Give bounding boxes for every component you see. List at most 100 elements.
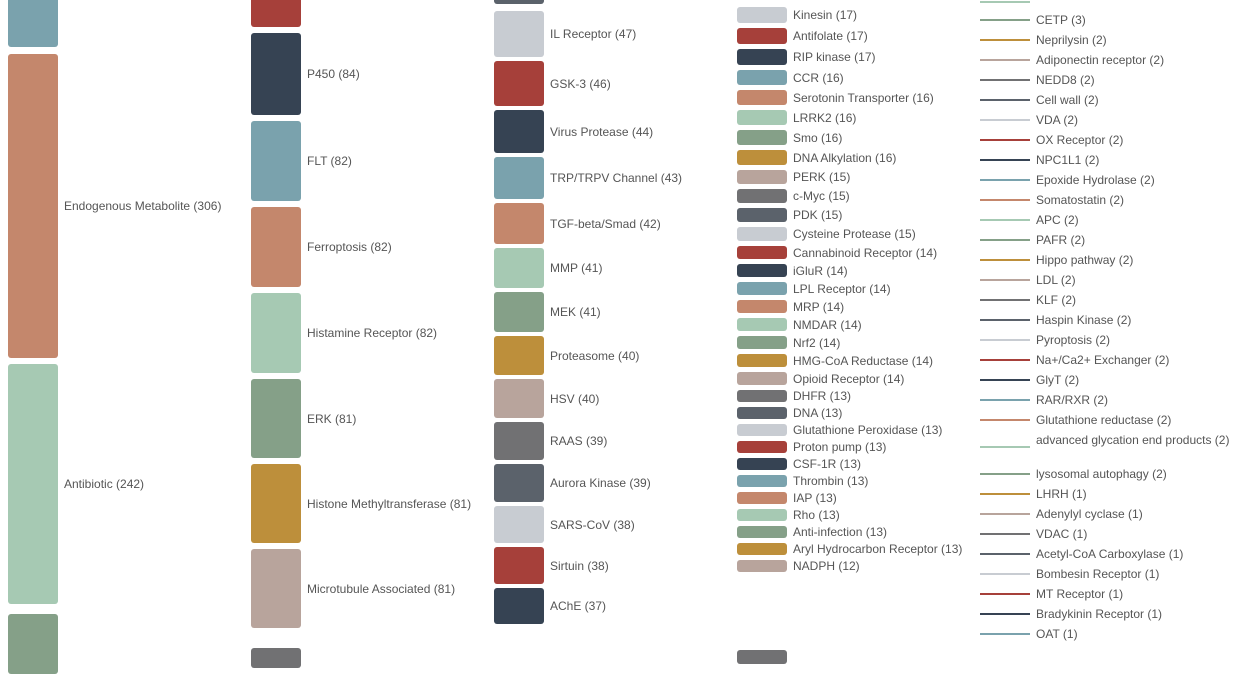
partial-block-2 bbox=[8, 614, 58, 674]
label-microtubule-associated: Microtubule Associated (81) bbox=[307, 582, 456, 596]
partial-block-5 bbox=[494, 0, 544, 4]
block-nrf2 bbox=[737, 336, 787, 349]
block-iap bbox=[737, 492, 787, 504]
block-mmp bbox=[494, 248, 544, 288]
block-csf-1r bbox=[737, 458, 787, 470]
label-hmg-coa-reductase: HMG-CoA Reductase (14) bbox=[793, 354, 934, 368]
marker-advanced-glycation-end-products bbox=[980, 446, 1030, 448]
marker-haspin-kinase bbox=[980, 319, 1030, 321]
label-npc1l1: NPC1L1 (2) bbox=[1036, 153, 1100, 167]
marker-hippo-pathway bbox=[980, 259, 1030, 261]
label-acetyl-coa-carboxylase: Acetyl-CoA Carboxylase (1) bbox=[1036, 547, 1184, 561]
label-gsk-3: GSK-3 (46) bbox=[550, 77, 611, 91]
label-proton-pump: Proton pump (13) bbox=[793, 440, 887, 454]
block-raas bbox=[494, 422, 544, 460]
block-hmg-coa-reductase bbox=[737, 354, 787, 367]
label-nadph: NADPH (12) bbox=[793, 559, 860, 573]
partial-block-3 bbox=[251, 0, 301, 27]
block-histamine-receptor bbox=[251, 293, 301, 373]
label-erk: ERK (81) bbox=[307, 412, 357, 426]
label-antibiotic: Antibiotic (242) bbox=[64, 477, 145, 491]
marker-vdac bbox=[980, 533, 1030, 535]
label-nrf2: Nrf2 (14) bbox=[793, 336, 841, 350]
block-trp-trpv-channel bbox=[494, 157, 544, 199]
label-mrp: MRP (14) bbox=[793, 300, 845, 314]
label-iap: IAP (13) bbox=[793, 491, 837, 505]
block-sirtuin bbox=[494, 547, 544, 584]
block-il-receptor bbox=[494, 11, 544, 57]
marker-lhrh bbox=[980, 493, 1030, 495]
label-pyroptosis: Pyroptosis (2) bbox=[1036, 333, 1111, 347]
block-antifolate bbox=[737, 28, 787, 44]
marker-acetyl-coa-carboxylase bbox=[980, 553, 1030, 555]
block-aurora-kinase bbox=[494, 464, 544, 502]
marker-epoxide-hydrolase bbox=[980, 179, 1030, 181]
block-gsk-3 bbox=[494, 61, 544, 106]
label-rip-kinase: RIP kinase (17) bbox=[793, 50, 876, 64]
block-glutathione-peroxidase bbox=[737, 424, 787, 436]
block-pdk bbox=[737, 208, 787, 222]
marker-rar-rxr bbox=[980, 399, 1030, 401]
block-antibiotic bbox=[8, 364, 58, 604]
label-glyt: GlyT (2) bbox=[1036, 373, 1080, 387]
label-vdac: VDAC (1) bbox=[1036, 527, 1088, 541]
label-kinesin: Kinesin (17) bbox=[793, 8, 858, 22]
label-glutathione-peroxidase: Glutathione Peroxidase (13) bbox=[793, 423, 943, 437]
block-mek bbox=[494, 292, 544, 332]
label-oat: OAT (1) bbox=[1036, 627, 1078, 641]
marker-pafr bbox=[980, 239, 1030, 241]
label-tgf-beta-smad: TGF-beta/Smad (42) bbox=[550, 217, 661, 231]
label-ferroptosis: Ferroptosis (82) bbox=[307, 240, 392, 254]
block-ccr bbox=[737, 70, 787, 85]
label-adenylyl-cyclase: Adenylyl cyclase (1) bbox=[1036, 507, 1143, 521]
label-na-ca2-exchanger: Na+/Ca2+ Exchanger (2) bbox=[1036, 353, 1170, 367]
label-nmdar: NMDAR (14) bbox=[793, 318, 862, 332]
label-cannabinoid-receptor: Cannabinoid Receptor (14) bbox=[793, 246, 938, 260]
marker-glutathione-reductase bbox=[980, 419, 1030, 421]
partial-block-6 bbox=[737, 650, 787, 664]
label-cetp: CETP (3) bbox=[1036, 13, 1086, 27]
block-proton-pump bbox=[737, 441, 787, 453]
label-epoxide-hydrolase: Epoxide Hydrolase (2) bbox=[1036, 173, 1155, 187]
block-proteasome bbox=[494, 336, 544, 375]
marker-adiponectin-receptor bbox=[980, 59, 1030, 61]
block-iglur bbox=[737, 264, 787, 277]
block-thrombin bbox=[737, 475, 787, 487]
label-lhrh: LHRH (1) bbox=[1036, 487, 1087, 501]
label-sirtuin: Sirtuin (38) bbox=[550, 559, 609, 573]
block-ache bbox=[494, 588, 544, 624]
marker-npc1l1 bbox=[980, 159, 1030, 161]
block-endogenous-metabolite bbox=[8, 54, 58, 358]
label-smo: Smo (16) bbox=[793, 131, 843, 145]
block-p450 bbox=[251, 33, 301, 115]
label-il-receptor: IL Receptor (47) bbox=[550, 27, 637, 41]
marker-nedd8 bbox=[980, 79, 1030, 81]
label-klf: KLF (2) bbox=[1036, 293, 1077, 307]
label-dhfr: DHFR (13) bbox=[793, 389, 852, 403]
label-nedd8: NEDD8 (2) bbox=[1036, 73, 1095, 87]
marker-pyroptosis bbox=[980, 339, 1030, 341]
label-dna-alkylation: DNA Alkylation (16) bbox=[793, 151, 897, 165]
marker-neprilysin bbox=[980, 39, 1030, 41]
label-proteasome: Proteasome (40) bbox=[550, 349, 640, 363]
label-csf-1r: CSF-1R (13) bbox=[793, 457, 862, 471]
label-ldl: LDL (2) bbox=[1036, 273, 1076, 287]
block-nadph bbox=[737, 560, 787, 572]
label-perk: PERK (15) bbox=[793, 170, 851, 184]
label-ache: AChE (37) bbox=[550, 599, 607, 613]
label-serotonin-transporter: Serotonin Transporter (16) bbox=[793, 91, 934, 105]
label-pdk: PDK (15) bbox=[793, 208, 843, 222]
marker-na-ca2-exchanger bbox=[980, 359, 1030, 361]
label-rar-rxr: RAR/RXR (2) bbox=[1036, 393, 1109, 407]
block-dhfr bbox=[737, 390, 787, 402]
marker-somatostatin bbox=[980, 199, 1030, 201]
marker-bombesin-receptor bbox=[980, 573, 1030, 575]
label-anti-infection: Anti-infection (13) bbox=[793, 525, 888, 539]
block-perk bbox=[737, 170, 787, 184]
partial-block-4 bbox=[251, 648, 301, 668]
block-hsv bbox=[494, 379, 544, 418]
marker-adenylyl-cyclase bbox=[980, 513, 1030, 515]
marker-cell-wall bbox=[980, 99, 1030, 101]
label-p450: P450 (84) bbox=[307, 67, 360, 81]
label-endogenous-metabolite: Endogenous Metabolite (306) bbox=[64, 199, 222, 213]
